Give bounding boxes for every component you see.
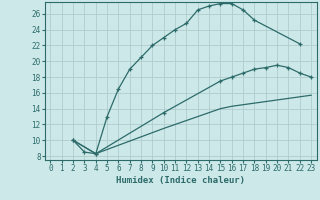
- X-axis label: Humidex (Indice chaleur): Humidex (Indice chaleur): [116, 176, 245, 185]
